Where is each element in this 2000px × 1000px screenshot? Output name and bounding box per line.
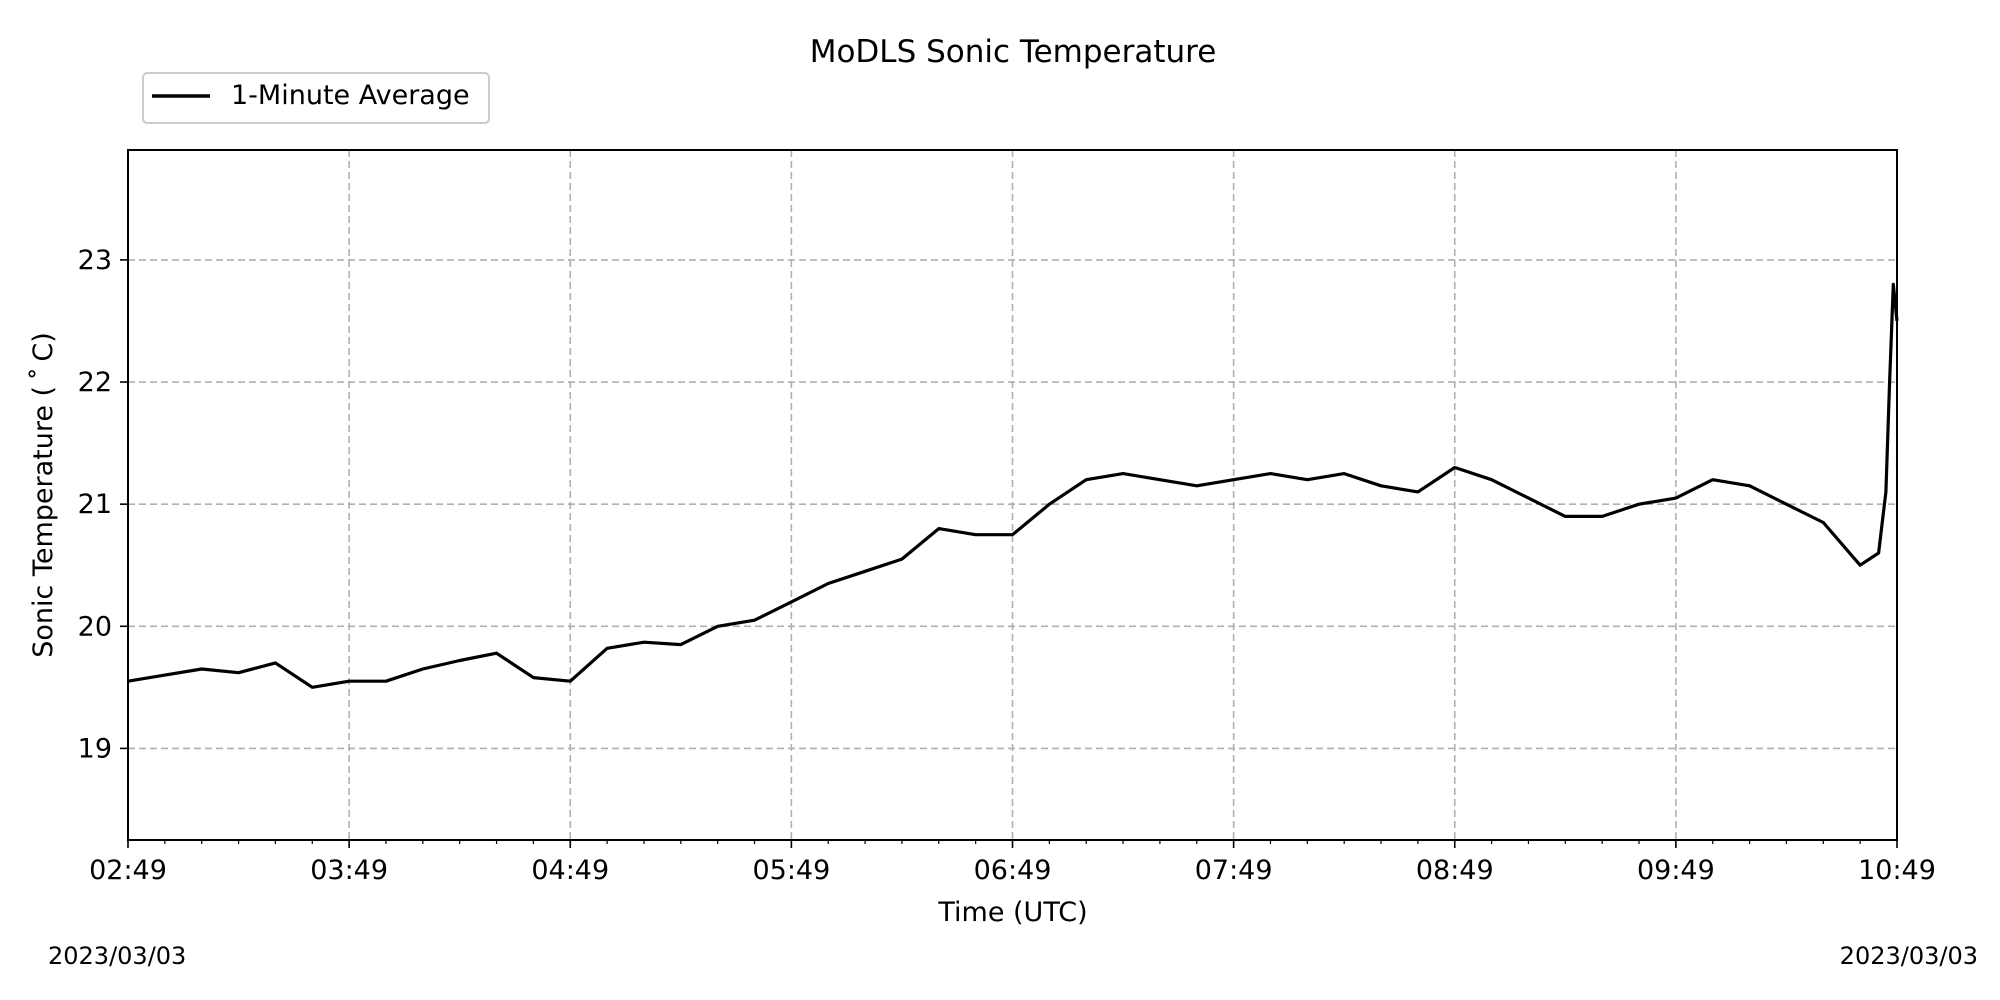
x-tick-label: 08:49 <box>1416 855 1494 886</box>
chart-title: MoDLS Sonic Temperature <box>810 34 1217 70</box>
x-axis: 02:49 03:49 04:49 05:49 06:49 07:49 08:49 09:49… <box>89 840 1936 886</box>
y-axis-label: Sonic Temperature ( ˚ C) <box>28 332 59 658</box>
x-tick-label: 09:49 <box>1637 855 1715 886</box>
x-tick-label: 02:49 <box>89 855 167 886</box>
y-tick-label: 21 <box>78 489 112 520</box>
legend-label: 1-Minute Average <box>231 80 470 111</box>
x-tick-label: 05:49 <box>752 855 830 886</box>
y-axis: 19 20 21 22 23 <box>78 245 128 764</box>
x-tick-label: 10:49 <box>1858 855 1936 886</box>
x-tick-label: 03:49 <box>310 855 388 886</box>
end-date-label: 2023/03/03 <box>1839 942 1978 970</box>
x-tick-label: 06:49 <box>974 855 1052 886</box>
y-tick-label: 20 <box>78 611 112 642</box>
start-date-label: 2023/03/03 <box>48 942 187 970</box>
legend: 1-Minute Average <box>142 72 490 124</box>
y-tick-label: 22 <box>78 367 112 398</box>
x-axis-label: Time (UTC) <box>937 897 1087 928</box>
y-tick-label: 19 <box>78 733 112 764</box>
x-tick-label: 04:49 <box>531 855 609 886</box>
y-tick-label: 23 <box>78 245 112 276</box>
legend-box <box>142 72 490 124</box>
grid-lines <box>127 150 1898 840</box>
series-layer <box>127 282 1899 689</box>
x-tick-label: 07:49 <box>1195 855 1273 886</box>
